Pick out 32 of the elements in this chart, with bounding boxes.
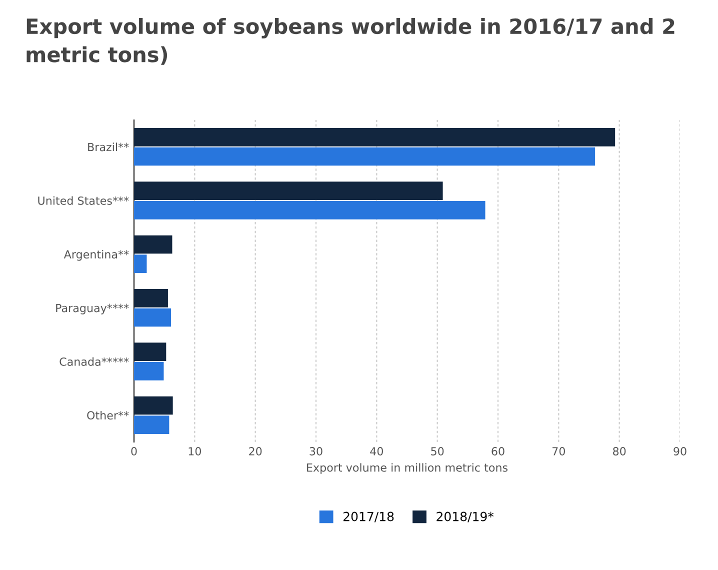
bar [134,147,596,166]
bar [134,288,168,308]
y-tick-label: United States*** [38,196,129,205]
x-tick-label: 20 [249,447,262,456]
x-tick-label: 70 [552,447,565,456]
x-tick-label: 40 [370,447,383,456]
bar [134,254,147,274]
bar [134,342,166,362]
bar [134,128,616,146]
legend-label: 2018/19* [436,512,494,522]
x-axis-title: Export volume in million metric tons [307,463,508,474]
x-tick-label: 30 [310,447,322,456]
x-tick-label: 80 [613,447,626,456]
legend-label: 2017/18 [343,512,394,522]
bar [134,308,172,327]
y-tick-label: Brazil** [88,142,129,152]
x-tick-label: 90 [674,447,686,456]
y-tick-label: Canada***** [60,357,129,366]
x-tick-label: 50 [431,447,444,456]
bar [134,396,173,415]
x-tick-label: 60 [492,447,504,456]
x-tick-label: 10 [188,447,201,456]
bar [134,235,172,254]
chart-title: Export volume of soybeans worldwide in 2016/17 and 2 metric tons) [26,18,674,65]
bar [134,362,164,380]
bar [134,416,170,434]
bar [134,200,486,220]
y-tick-label: Argentina** [64,250,129,261]
bar [134,182,443,200]
y-tick-label: Paraguay**** [56,304,129,314]
x-tick-label: 0 [131,447,137,456]
y-tick-label: Other** [87,410,129,420]
